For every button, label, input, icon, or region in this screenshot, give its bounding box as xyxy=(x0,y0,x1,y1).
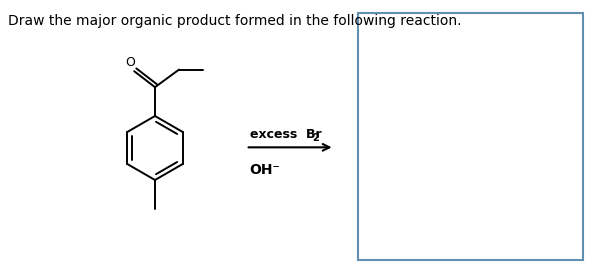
Bar xyxy=(358,13,583,260)
Text: excess  Br: excess Br xyxy=(250,128,322,141)
Text: 2: 2 xyxy=(312,133,319,143)
Text: OH⁻: OH⁻ xyxy=(250,163,281,177)
Text: O: O xyxy=(126,56,135,69)
Text: Draw the major organic product formed in the following reaction.: Draw the major organic product formed in… xyxy=(8,14,462,28)
